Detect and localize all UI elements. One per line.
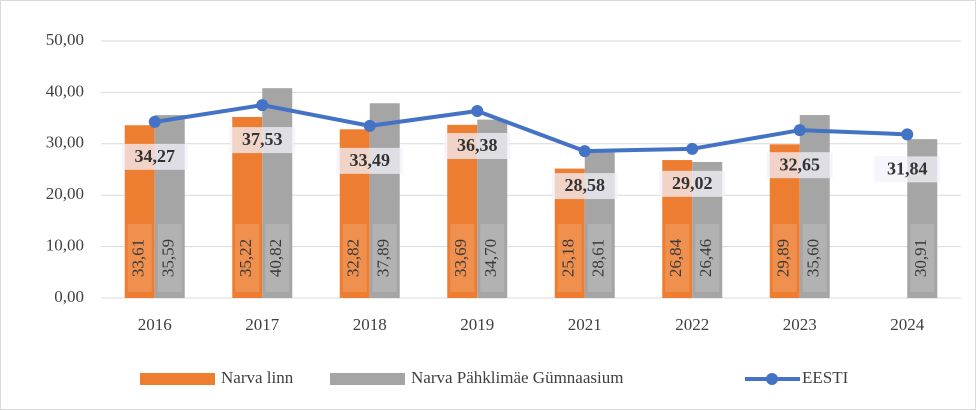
bar-value-label: 30,91 [911,239,930,277]
label-bg [802,224,827,292]
x-tick-label: 2021 [568,315,602,334]
bar-value-label: 26,84 [666,238,685,277]
label-bg [127,224,152,292]
legend-marker [766,373,778,385]
label-bg [659,170,726,197]
bar-value-label: 35,22 [236,239,255,277]
line-marker [148,115,161,128]
line-marker [793,124,806,137]
label-bg [551,173,618,200]
bar-value-label: 33,61 [129,239,148,277]
y-tick-label: 50,00 [46,30,84,49]
line-marker [686,142,699,155]
label-bg [265,224,290,292]
x-tick-label: 2016 [138,315,172,334]
bar-value-label: 26,46 [696,239,715,277]
label-bg [235,224,260,292]
label-bg [665,224,690,292]
legend-swatch [330,373,405,385]
bar [799,115,830,299]
legend-swatch [140,373,215,385]
bar-value-label: 35,60 [804,239,823,277]
line-value-label: 33,49 [350,150,391,170]
label-bg [336,147,403,174]
label-bg [157,224,182,292]
bar [262,88,293,298]
label-bg [910,224,935,292]
bar-value-label: 33,69 [451,239,470,277]
line-marker [256,99,269,112]
label-bg [874,156,941,183]
bar [369,103,400,299]
x-tick-label: 2022 [675,315,709,334]
line-marker [901,128,914,141]
label-bg [342,224,367,292]
bar-value-label: 35,59 [159,239,178,277]
y-tick-label: 30,00 [46,133,84,152]
label-bg [766,152,833,179]
legend-label: EESTI [802,368,849,387]
line-value-label: 29,02 [672,173,713,193]
line-value-label: 37,53 [242,129,283,149]
line-value-label: 36,38 [457,135,498,155]
line [154,103,908,154]
bar-value-label: 28,61 [589,239,608,277]
label-bg [480,224,505,292]
x-tick-label: 2017 [245,315,280,334]
bar-value-label: 40,82 [266,239,285,277]
bar-value-label: 32,82 [344,239,363,277]
label-bg [772,224,797,292]
x-tick-label: 2018 [353,315,387,334]
x-tick-label: 2024 [890,315,925,334]
label-bg [372,224,397,292]
label-bg [121,143,188,170]
label-bg [557,224,582,292]
line-value-label: 28,58 [565,175,606,195]
x-tick-label: 2023 [783,315,817,334]
legend-label: Narva Pähklimäe Gümnaasium [411,368,623,387]
line-value-label: 31,84 [887,158,928,178]
bar-value-label: 37,89 [374,239,393,277]
legend-label: Narva linn [221,368,294,387]
label-bg [450,224,475,292]
bar-value-label: 29,89 [774,239,793,277]
line-marker [363,119,376,132]
y-tick-label: 20,00 [46,184,84,203]
y-tick-label: 10,00 [46,236,84,255]
line-value-label: 32,65 [780,154,821,174]
bar-value-label: 25,18 [559,239,578,277]
x-tick-label: 2019 [460,315,494,334]
label-bg [587,224,612,292]
label-bg [229,127,296,154]
y-tick-label: 0,00 [54,287,84,306]
bar-value-label: 34,70 [481,239,500,277]
label-bg [695,224,720,292]
label-bg [444,133,511,160]
line-marker [578,145,591,158]
line-value-label: 34,27 [135,146,176,166]
line-marker [471,105,484,118]
y-tick-label: 40,00 [46,81,84,100]
